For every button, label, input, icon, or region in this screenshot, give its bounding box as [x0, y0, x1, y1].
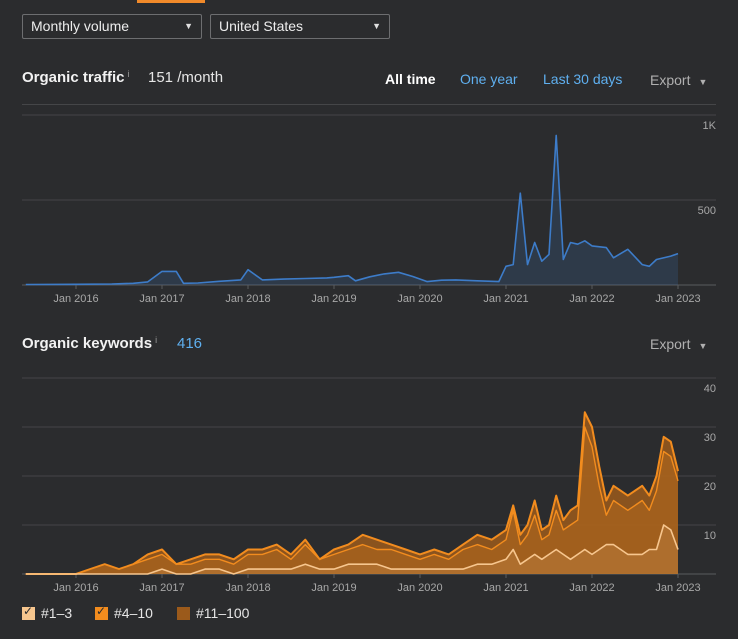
export-label: Export [650, 72, 691, 88]
divider [22, 104, 716, 105]
x-tick-label: Jan 2018 [225, 293, 270, 305]
keywords-chart: 40 30 20 10 Jan 2016 Jan 2017 Jan 2018 Jan 2019… [22, 377, 716, 594]
checkbox[interactable]: ✓ [95, 604, 108, 620]
checkbox[interactable] [177, 607, 190, 620]
x-tick-label: Jan 2018 [225, 582, 270, 594]
y-tick-label: 40 [704, 383, 716, 395]
checkbox[interactable]: ✓ [22, 604, 35, 620]
volume-select-label: Monthly volume [31, 18, 130, 34]
legend-label: #4–10 [114, 605, 153, 621]
traffic-title-text: Organic traffic [22, 69, 125, 86]
info-icon[interactable]: i [127, 69, 130, 79]
x-tick-label: Jan 2016 [53, 293, 98, 305]
keywords-title: Organic keywords i [22, 335, 157, 352]
x-tick-label: Jan 2019 [311, 582, 356, 594]
x-tick-label: Jan 2017 [139, 582, 184, 594]
x-tick-label: Jan 2021 [483, 582, 528, 594]
x-tick-label: Jan 2016 [53, 582, 98, 594]
x-tick-label: Jan 2023 [655, 582, 700, 594]
traffic-area [25, 135, 679, 285]
keywords-line [25, 426, 679, 575]
range-all-time[interactable]: All time [385, 71, 436, 87]
x-tick-label: Jan 2021 [483, 293, 528, 305]
country-select-label: United States [219, 18, 304, 34]
y-tick-label: 30 [704, 432, 716, 444]
x-tick-label: Jan 2017 [139, 293, 184, 305]
x-tick-label: Jan 2020 [397, 582, 442, 594]
y-tick-label: 10 [704, 530, 716, 542]
traffic-line [25, 134, 679, 286]
check-icon: ✓ [96, 604, 107, 618]
legend-label: #1–3 [41, 605, 73, 621]
legend-item-top100[interactable]: #11–100 [177, 605, 249, 621]
x-tick-label: Jan 2022 [569, 293, 614, 305]
volume-select[interactable]: Monthly volume ▼ [22, 14, 202, 39]
keywords-export-button[interactable]: Export ▼ [650, 336, 707, 352]
y-tick-label: 500 [698, 205, 716, 217]
traffic-title: Organic traffic i [22, 69, 130, 86]
range-one-year[interactable]: One year [460, 71, 518, 87]
keywords-title-text: Organic keywords [22, 335, 153, 352]
chevron-down-icon: ▼ [698, 341, 708, 351]
legend-label: #11–100 [196, 605, 250, 621]
keywords-line [25, 411, 679, 575]
keywords-area [25, 427, 679, 574]
x-tick-label: Jan 2022 [569, 582, 614, 594]
export-label: Export [650, 336, 691, 352]
traffic-chart: 1K 500 Jan 2016 Jan 2017 Jan 2018 Jan 2019 Jan… [22, 114, 717, 305]
traffic-export-button[interactable]: Export ▼ [650, 72, 707, 88]
country-select[interactable]: United States ▼ [210, 14, 390, 39]
legend-item-top10[interactable]: ✓ #4–10 [95, 604, 153, 621]
x-tick-label: Jan 2019 [311, 293, 356, 305]
check-icon: ✓ [23, 604, 34, 618]
legend-item-top3[interactable]: ✓ #1–3 [22, 604, 73, 621]
chevron-down-icon: ▼ [698, 77, 708, 87]
chevron-down-icon: ▼ [184, 21, 193, 31]
range-last-30-days[interactable]: Last 30 days [543, 71, 623, 87]
traffic-value: 151 /month [148, 69, 224, 86]
keywords-area [25, 525, 679, 574]
x-tick-label: Jan 2020 [397, 293, 442, 305]
y-tick-label: 20 [704, 481, 716, 493]
keywords-line [25, 524, 679, 575]
y-tick-label: 1K [703, 120, 717, 132]
chevron-down-icon: ▼ [372, 21, 381, 31]
keywords-value: 416 [177, 335, 203, 352]
x-tick-label: Jan 2023 [655, 293, 700, 305]
active-tab-indicator [137, 0, 205, 3]
info-icon[interactable]: i [155, 335, 158, 345]
